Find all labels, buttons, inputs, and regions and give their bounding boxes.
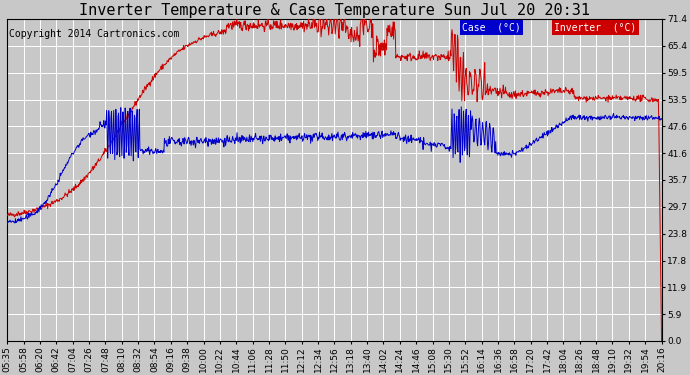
- Text: Inverter  (°C): Inverter (°C): [554, 22, 636, 32]
- Text: Copyright 2014 Cartronics.com: Copyright 2014 Cartronics.com: [8, 28, 179, 39]
- Title: Inverter Temperature & Case Temperature Sun Jul 20 20:31: Inverter Temperature & Case Temperature …: [79, 3, 590, 18]
- Text: Case  (°C): Case (°C): [462, 22, 521, 32]
